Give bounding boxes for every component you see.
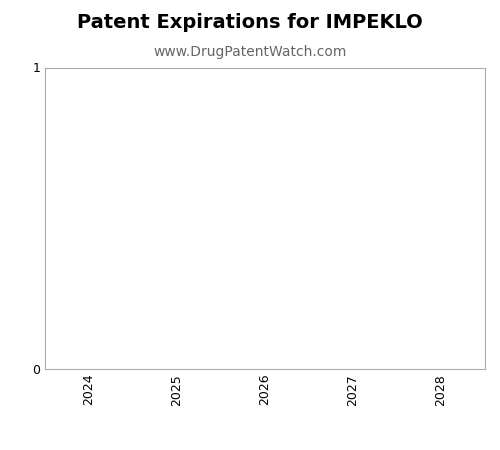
Text: www.DrugPatentWatch.com: www.DrugPatentWatch.com (154, 45, 346, 59)
Text: Patent Expirations for IMPEKLO: Patent Expirations for IMPEKLO (77, 14, 423, 32)
